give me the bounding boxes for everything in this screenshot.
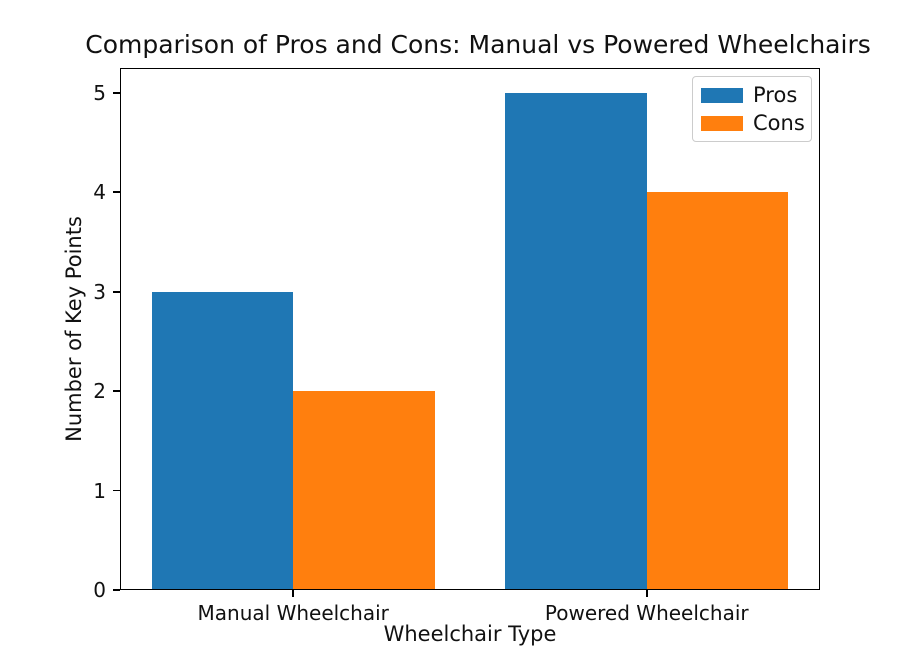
bar-pros-manual-wheelchair [151, 291, 294, 590]
y-tick-label: 3 [93, 279, 106, 304]
chart-title: Comparison of Pros and Cons: Manual vs P… [85, 30, 871, 59]
y-tick-mark [113, 92, 120, 94]
legend-swatch-cons [701, 115, 743, 131]
y-tick-label: 0 [93, 578, 106, 602]
legend-label-pros: Pros [753, 83, 798, 107]
y-tick-mark [113, 290, 120, 293]
y-axis-label: Number of Key Points [62, 216, 86, 442]
y-tick-mark [113, 390, 120, 392]
y-tick-label: 2 [93, 379, 106, 404]
x-tick-mark [645, 590, 648, 597]
legend-item-cons: Cons [701, 110, 805, 136]
y-tick-label: 5 [93, 80, 106, 105]
legend-item-pros: Pros [701, 82, 803, 108]
x-tick-mark [292, 590, 295, 597]
plot-area [120, 68, 820, 590]
x-axis-label: Wheelchair Type [383, 622, 557, 646]
legend-label-cons: Cons [753, 111, 805, 135]
y-tick-label: 4 [93, 180, 106, 205]
bar-cons-powered-wheelchair [646, 192, 789, 590]
legend-swatch-pros [701, 87, 743, 103]
y-tick-label: 1 [93, 478, 106, 503]
y-tick-mark [113, 489, 120, 492]
legend: Pros Cons [692, 76, 812, 142]
y-tick-mark [113, 589, 120, 591]
bar-pros-powered-wheelchair [505, 92, 647, 590]
bar-cons-manual-wheelchair [293, 391, 435, 590]
x-tick-label-powered-wheelchair: Powered Wheelchair [544, 601, 749, 625]
y-tick-mark [113, 191, 120, 194]
x-tick-label-manual-wheelchair: Manual Wheelchair [197, 601, 389, 625]
